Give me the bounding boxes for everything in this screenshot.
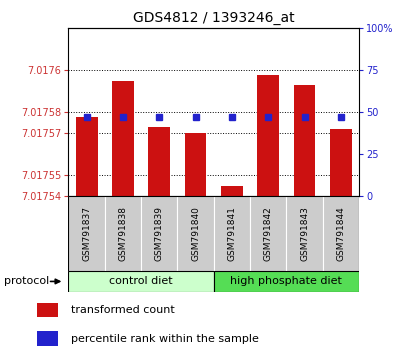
- Bar: [112, 81, 134, 196]
- Bar: [37, 303, 58, 317]
- Bar: [286, 196, 323, 271]
- Text: high phosphate diet: high phosphate diet: [230, 276, 342, 286]
- Bar: [178, 196, 214, 271]
- Text: GSM791837: GSM791837: [82, 206, 91, 261]
- Text: GSM791840: GSM791840: [191, 206, 200, 261]
- Text: GSM791843: GSM791843: [300, 206, 309, 261]
- Text: percentile rank within the sample: percentile rank within the sample: [71, 334, 259, 344]
- Text: GSM791838: GSM791838: [118, 206, 127, 261]
- Bar: [214, 196, 250, 271]
- Bar: [257, 75, 279, 196]
- Text: GSM791842: GSM791842: [264, 206, 273, 261]
- Text: GDS4812 / 1393246_at: GDS4812 / 1393246_at: [133, 11, 295, 25]
- Bar: [250, 196, 286, 271]
- Bar: [76, 116, 98, 196]
- Bar: [323, 196, 359, 271]
- Bar: [221, 186, 243, 196]
- Text: GSM791844: GSM791844: [336, 206, 345, 261]
- Bar: [330, 129, 352, 196]
- Bar: [294, 85, 315, 196]
- Bar: [68, 271, 214, 292]
- Bar: [105, 196, 141, 271]
- Text: GSM791839: GSM791839: [155, 206, 164, 261]
- Bar: [185, 133, 206, 196]
- Text: control diet: control diet: [109, 276, 173, 286]
- Bar: [141, 196, 178, 271]
- Bar: [37, 331, 58, 346]
- Bar: [149, 127, 170, 196]
- Text: transformed count: transformed count: [71, 306, 174, 315]
- Text: protocol: protocol: [4, 276, 49, 286]
- Text: GSM791841: GSM791841: [227, 206, 237, 261]
- Bar: [68, 196, 105, 271]
- Bar: [214, 271, 359, 292]
